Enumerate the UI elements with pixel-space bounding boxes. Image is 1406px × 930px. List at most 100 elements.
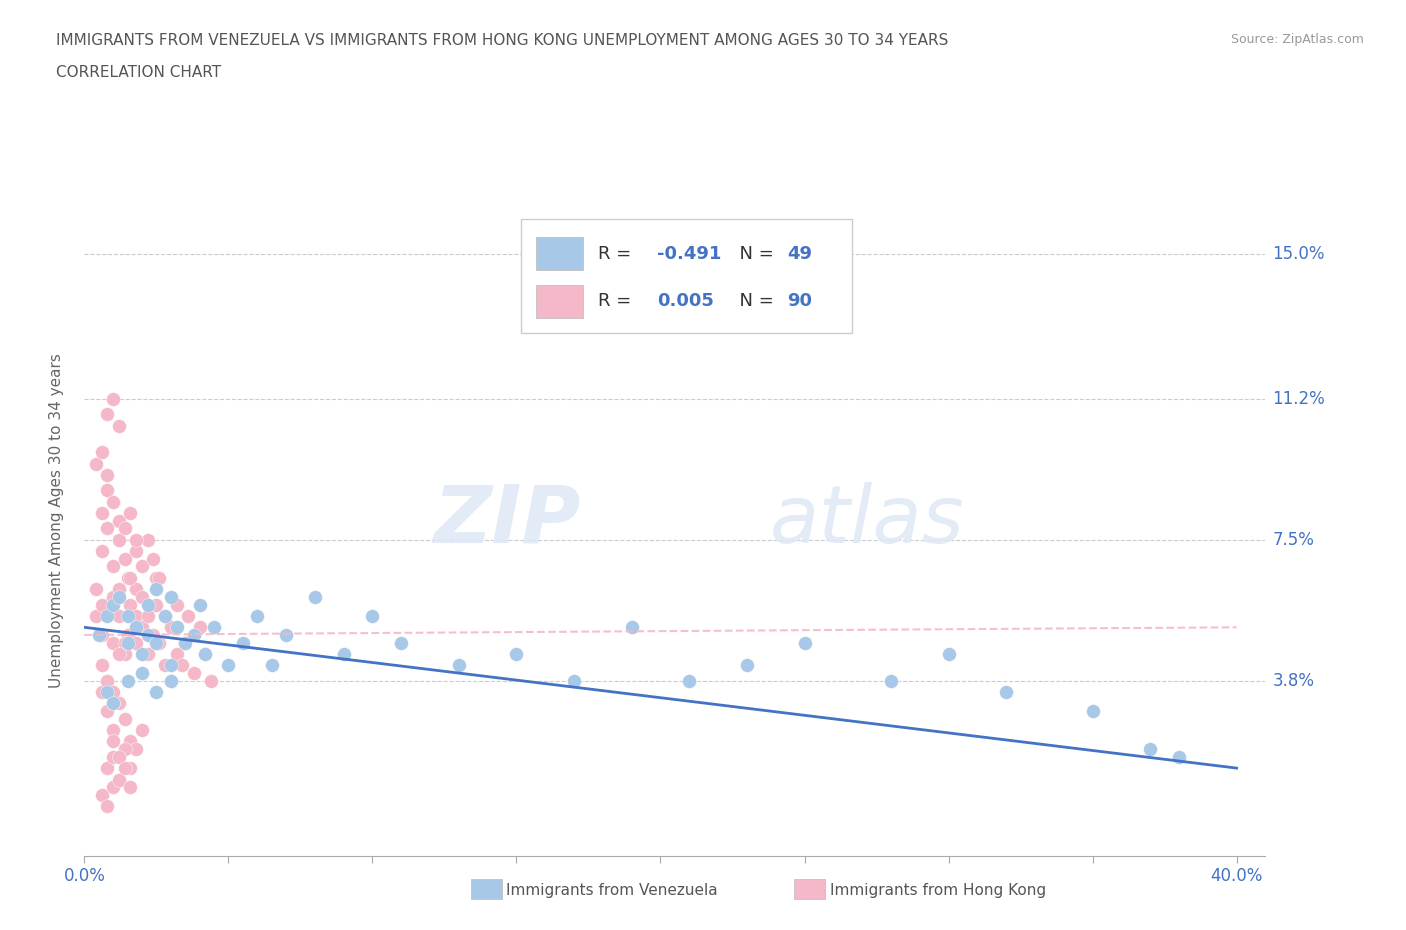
Text: 11.2%: 11.2% <box>1272 390 1326 408</box>
Point <box>200 673 222 688</box>
Point <box>96 406 118 421</box>
Point <box>108 513 131 528</box>
Text: 7.5%: 7.5% <box>1272 531 1315 549</box>
Point <box>260 658 283 672</box>
Point <box>159 620 181 635</box>
Point <box>114 711 136 726</box>
Point <box>125 582 148 597</box>
Point <box>246 608 269 623</box>
Point <box>120 597 142 612</box>
Point <box>136 597 159 612</box>
Point <box>87 628 110 643</box>
Point <box>274 628 297 643</box>
Point <box>159 673 181 688</box>
Point <box>84 457 107 472</box>
Text: 3.8%: 3.8% <box>1272 671 1315 689</box>
Point <box>96 704 118 719</box>
Point <box>96 673 118 688</box>
Point <box>166 597 188 612</box>
Point <box>217 658 239 672</box>
Point <box>183 628 205 643</box>
Point <box>131 590 153 604</box>
Point <box>678 673 700 688</box>
Point <box>148 635 170 650</box>
Point <box>114 646 136 661</box>
Point <box>145 582 167 597</box>
Point <box>1081 704 1104 719</box>
Y-axis label: Unemployment Among Ages 30 to 34 years: Unemployment Among Ages 30 to 34 years <box>49 353 63 688</box>
Point <box>145 684 167 699</box>
Point <box>125 635 148 650</box>
Point <box>131 620 153 635</box>
Point <box>117 673 139 688</box>
Point <box>131 559 153 574</box>
Point <box>995 684 1018 699</box>
Point <box>131 723 153 737</box>
Point <box>90 788 112 803</box>
Text: 15.0%: 15.0% <box>1272 246 1324 263</box>
Point <box>125 544 148 559</box>
Point <box>108 418 131 433</box>
Point <box>108 696 131 711</box>
Point <box>131 646 153 661</box>
Point <box>177 608 200 623</box>
Point <box>131 666 153 681</box>
Point <box>148 570 170 585</box>
Point <box>153 608 176 623</box>
Point <box>735 658 758 672</box>
Point <box>114 635 136 650</box>
Point <box>108 590 131 604</box>
Point <box>447 658 470 672</box>
Point <box>108 772 131 787</box>
Point <box>194 646 217 661</box>
Point <box>120 761 142 776</box>
Point <box>108 772 131 787</box>
Point <box>562 673 585 688</box>
Point <box>938 646 960 661</box>
Point <box>1139 741 1161 756</box>
Point <box>117 635 139 650</box>
Point <box>90 445 112 459</box>
Text: 90: 90 <box>787 292 813 311</box>
Point <box>117 628 139 643</box>
Point <box>125 608 148 623</box>
Point <box>101 696 124 711</box>
Point <box>188 597 211 612</box>
Point <box>101 635 124 650</box>
Point <box>232 635 254 650</box>
Point <box>120 506 142 521</box>
Point <box>361 608 384 623</box>
Point <box>96 684 118 699</box>
Text: N =: N = <box>728 245 779 262</box>
Point <box>101 597 124 612</box>
Text: ZIP: ZIP <box>433 482 581 560</box>
Text: Source: ZipAtlas.com: Source: ZipAtlas.com <box>1230 33 1364 46</box>
Text: N =: N = <box>728 292 779 311</box>
Point <box>101 590 124 604</box>
Point <box>142 628 165 643</box>
Point <box>96 799 118 814</box>
Point <box>108 750 131 764</box>
Point <box>96 597 118 612</box>
Point <box>880 673 903 688</box>
Point <box>101 723 124 737</box>
Point <box>96 483 118 498</box>
Point <box>125 620 148 635</box>
Point <box>114 741 136 756</box>
Point <box>145 597 167 612</box>
FancyBboxPatch shape <box>536 285 582 318</box>
Point <box>183 666 205 681</box>
Point <box>90 658 112 672</box>
Point <box>153 608 176 623</box>
Point <box>159 590 181 604</box>
Point <box>1168 750 1191 764</box>
Point <box>101 684 124 699</box>
Point <box>172 658 194 672</box>
Point <box>142 551 165 566</box>
Point <box>90 544 112 559</box>
Point <box>136 532 159 547</box>
Point <box>131 666 153 681</box>
Point <box>84 582 107 597</box>
FancyBboxPatch shape <box>522 219 852 333</box>
Point <box>120 779 142 794</box>
